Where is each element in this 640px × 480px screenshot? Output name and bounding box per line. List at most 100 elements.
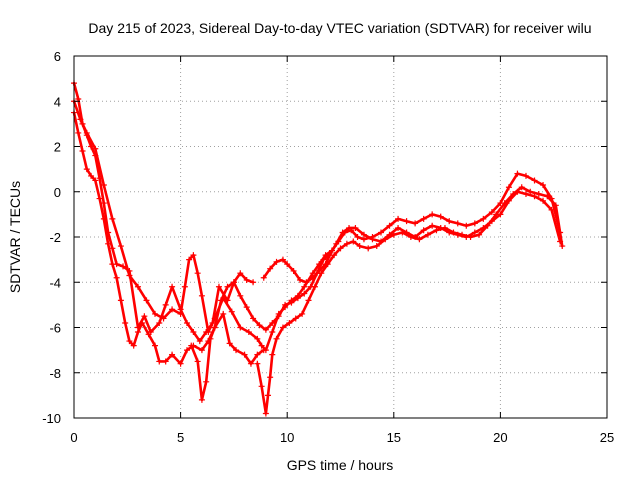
data-point-marker: [531, 177, 538, 184]
data-point-marker: [215, 283, 222, 290]
data-point-marker: [386, 222, 393, 229]
data-point-marker: [198, 396, 205, 403]
data-point-marker: [273, 258, 280, 265]
data-point-marker: [301, 290, 308, 297]
data-point-marker: [130, 342, 137, 349]
data-point-marker: [269, 351, 276, 358]
series-layer: [71, 80, 566, 417]
x-tick-label: 10: [280, 430, 294, 445]
data-point-marker: [105, 229, 112, 236]
data-point-marker: [399, 229, 406, 236]
data-point-marker: [267, 374, 274, 381]
data-point-marker: [181, 283, 188, 290]
y-tick-label: -4: [49, 275, 61, 290]
data-point-marker: [395, 224, 402, 231]
data-point-marker: [311, 283, 318, 290]
x-tick-label: 20: [493, 430, 507, 445]
data-point-marker: [540, 197, 547, 204]
data-point-marker: [254, 360, 261, 367]
y-tick-label: -10: [42, 411, 61, 426]
series-line-4: [190, 190, 562, 402]
data-point-marker: [412, 220, 419, 227]
data-point-marker: [309, 274, 316, 281]
data-point-marker: [243, 276, 250, 283]
data-point-marker: [190, 252, 197, 259]
data-point-marker: [245, 329, 252, 336]
data-point-marker: [433, 227, 440, 234]
data-point-marker: [226, 340, 233, 347]
series-markers-6: [260, 170, 564, 286]
data-point-marker: [531, 193, 538, 200]
data-point-marker: [117, 297, 124, 304]
data-point-marker: [343, 240, 350, 247]
data-point-marker: [126, 272, 133, 279]
y-tick-label: -8: [49, 366, 61, 381]
x-tick-label: 25: [600, 430, 614, 445]
data-point-marker: [83, 166, 90, 173]
series-markers-1: [71, 109, 267, 367]
data-point-marker: [265, 392, 272, 399]
data-point-marker: [126, 338, 133, 345]
data-point-marker: [527, 188, 534, 195]
data-point-marker: [471, 220, 478, 227]
grid: [74, 56, 607, 418]
y-tick-label: 2: [54, 140, 61, 155]
data-point-marker: [162, 358, 169, 365]
data-point-marker: [305, 297, 312, 304]
data-point-marker: [250, 315, 257, 322]
data-point-marker: [463, 222, 470, 229]
data-point-marker: [369, 234, 376, 240]
data-point-marker: [390, 231, 397, 238]
data-point-marker: [540, 181, 547, 188]
data-point-marker: [335, 238, 342, 245]
data-point-marker: [141, 313, 148, 320]
data-point-marker: [446, 218, 453, 225]
data-point-marker: [429, 211, 436, 218]
data-point-marker: [424, 231, 431, 238]
data-point-marker: [288, 299, 295, 306]
data-point-marker: [420, 227, 427, 234]
y-tick-label: -6: [49, 321, 61, 336]
data-point-marker: [303, 279, 310, 286]
data-point-marker: [505, 184, 512, 191]
data-point-marker: [484, 222, 491, 229]
data-point-marker: [177, 310, 184, 317]
data-point-marker: [459, 231, 466, 238]
data-point-marker: [267, 265, 274, 272]
data-point-marker: [100, 200, 107, 207]
data-point-marker: [134, 324, 141, 331]
data-point-marker: [476, 231, 483, 238]
x-axis-label: GPS time / hours: [287, 457, 394, 473]
data-point-marker: [286, 319, 293, 326]
data-point-marker: [354, 234, 361, 240]
x-tick-label: 15: [387, 430, 401, 445]
data-point-marker: [218, 297, 225, 304]
data-point-marker: [134, 283, 141, 290]
data-point-marker: [205, 329, 212, 336]
data-point-marker: [416, 236, 423, 243]
data-point-marker: [203, 378, 210, 385]
data-point-marker: [269, 319, 276, 326]
series-markers-3: [71, 98, 335, 354]
data-point-marker: [429, 222, 436, 229]
data-point-marker: [83, 129, 90, 136]
data-point-marker: [337, 245, 344, 252]
data-point-marker: [198, 292, 205, 299]
data-point-marker: [169, 306, 176, 313]
series-line-3: [72, 100, 334, 352]
data-point-marker: [279, 256, 286, 263]
data-point-marker: [117, 243, 124, 250]
data-point-marker: [395, 215, 402, 222]
data-point-marker: [207, 335, 214, 342]
data-point-marker: [480, 215, 487, 222]
data-point-marker: [316, 267, 323, 274]
data-point-marker: [183, 347, 190, 354]
data-point-marker: [211, 324, 218, 331]
data-point-marker: [88, 172, 95, 179]
data-point-marker: [241, 351, 248, 358]
data-point-marker: [152, 342, 159, 349]
chart-title: Day 215 of 2023, Sidereal Day-to-day VTE…: [88, 20, 591, 36]
data-point-marker: [260, 274, 267, 281]
data-point-marker: [320, 256, 327, 263]
data-point-marker: [183, 319, 190, 326]
